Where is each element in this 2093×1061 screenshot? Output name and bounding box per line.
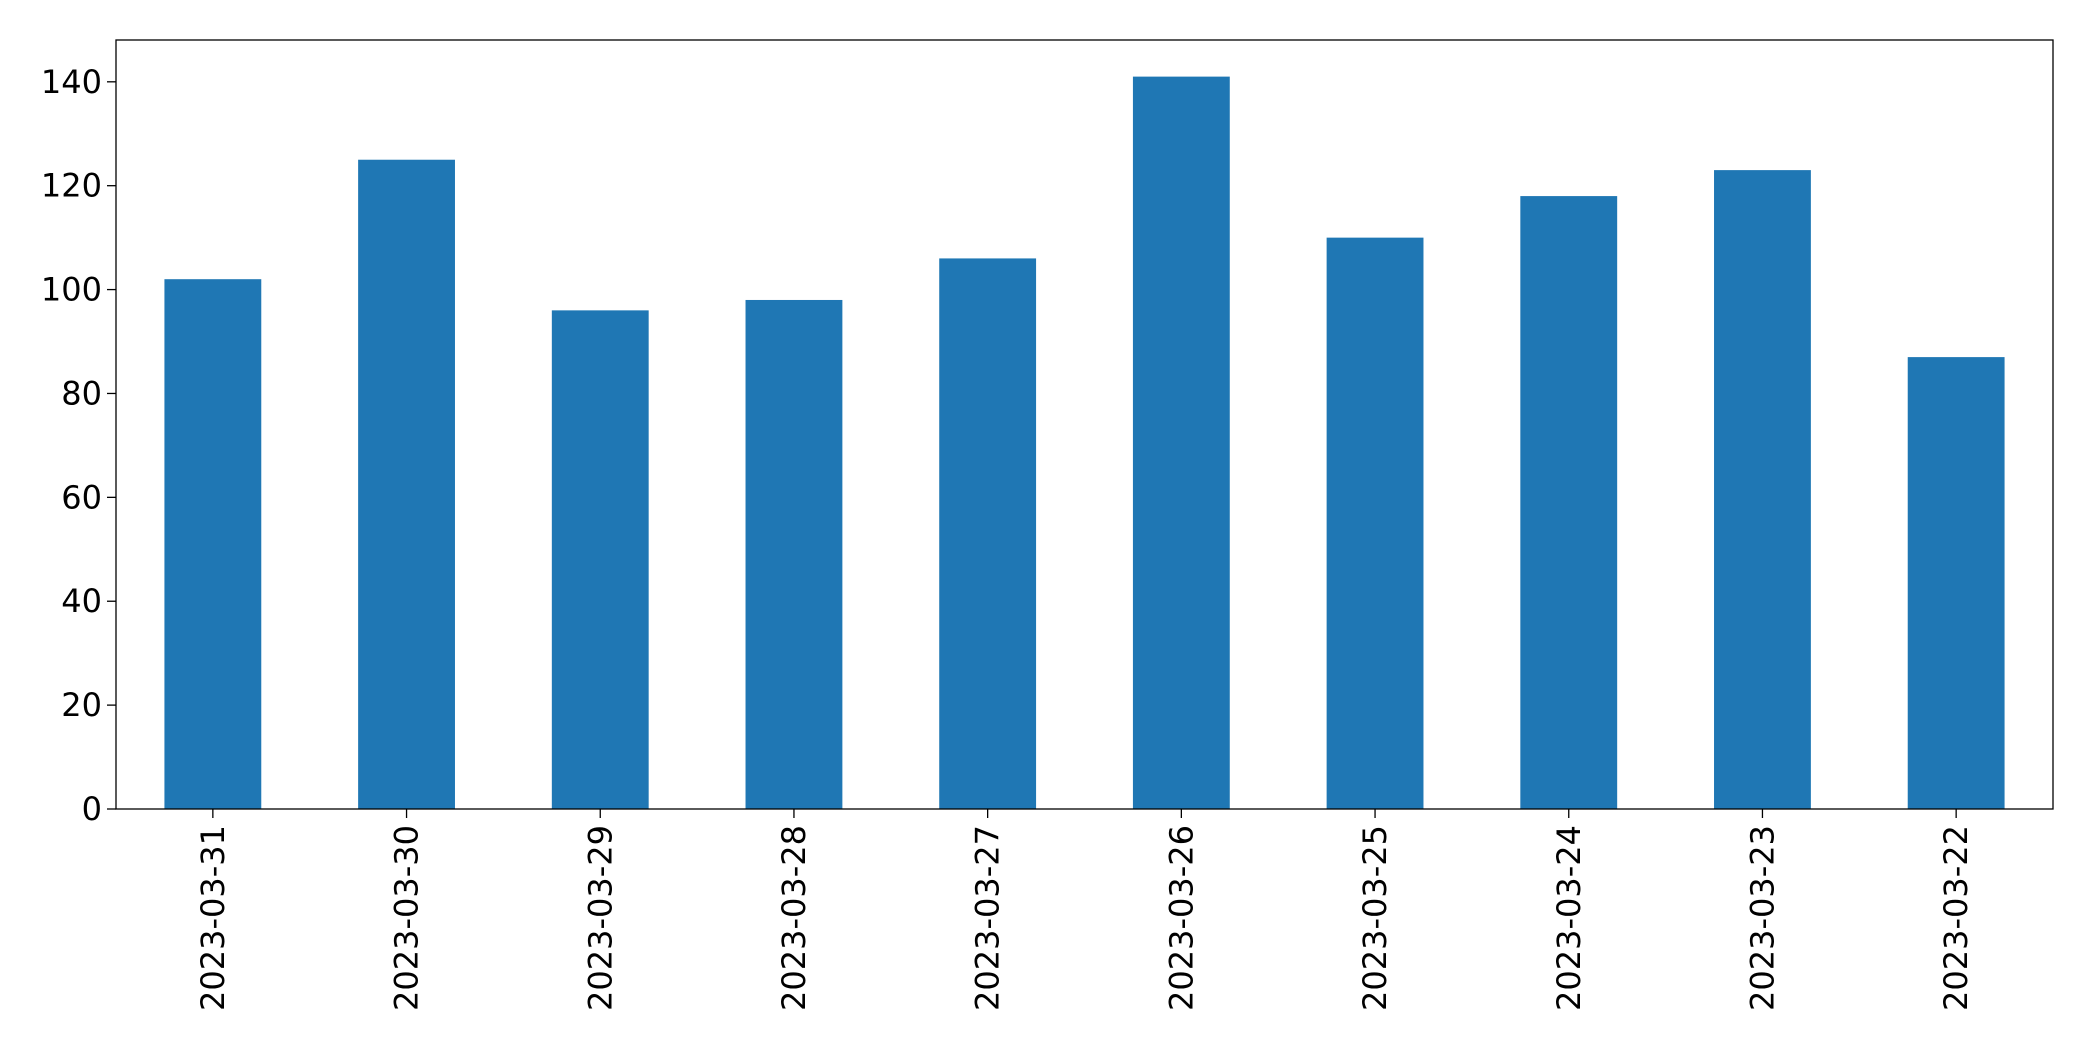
y-tick-label: 140 xyxy=(41,63,102,101)
bar xyxy=(939,258,1037,809)
y-tick-label: 100 xyxy=(41,271,102,309)
x-tick-label: 2023-03-30 xyxy=(388,825,426,1011)
y-tick-label: 40 xyxy=(61,582,102,620)
bar xyxy=(164,279,262,809)
bar xyxy=(1326,237,1424,809)
bar xyxy=(1132,76,1230,810)
x-tick-label: 2023-03-26 xyxy=(1162,825,1200,1011)
plot-frame xyxy=(115,39,2054,810)
x-tick-label: 2023-03-22 xyxy=(1937,825,1975,1011)
y-tick-label: 20 xyxy=(61,686,102,724)
x-tick-label: 2023-03-28 xyxy=(775,825,813,1011)
x-tick-label: 2023-03-27 xyxy=(969,825,1007,1011)
bar xyxy=(551,310,649,809)
bar xyxy=(358,159,455,810)
y-tick-label: 120 xyxy=(41,167,102,205)
bar xyxy=(1907,357,2005,809)
bar xyxy=(1714,170,1811,809)
x-tick-label: 2023-03-31 xyxy=(194,825,232,1011)
x-tick-label: 2023-03-29 xyxy=(581,825,619,1011)
x-tick-label: 2023-03-23 xyxy=(1743,825,1781,1011)
bar xyxy=(745,299,843,809)
y-tick-label: 60 xyxy=(61,478,102,516)
x-tick-label: 2023-03-25 xyxy=(1356,825,1394,1011)
bar xyxy=(1520,196,1618,809)
y-tick-label: 80 xyxy=(61,374,102,412)
x-tick-label: 2023-03-24 xyxy=(1550,825,1588,1011)
y-tick-label: 0 xyxy=(82,790,102,828)
